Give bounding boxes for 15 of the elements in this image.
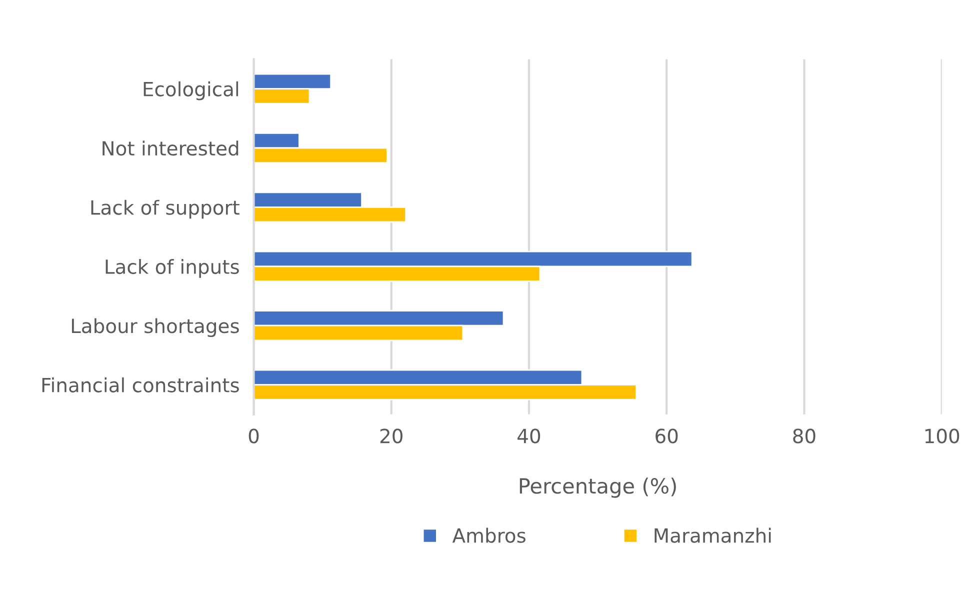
y-tick-label: Lack of inputs [106,259,239,278]
y-tick-label: Labour shortages [72,318,239,338]
x-axis-title: Percentage (%) [520,478,676,498]
legend-label: Ambros [452,528,526,543]
x-tick-label: 60 [656,428,678,444]
y-tick-label: Ecological [144,81,238,100]
y-tick-label: Not interested [102,140,238,156]
x-tick-label: 40 [518,428,540,444]
y-tick-label: Financial constraints [42,377,239,392]
x-tick-label: 80 [793,428,816,444]
y-tick-label: Lack of support [91,200,240,219]
x-tick-label: 100 [925,428,960,444]
x-tick-label: 20 [380,428,402,444]
legend-label: Maramanzhi [654,528,771,543]
x-tick-label: 0 [248,428,259,444]
